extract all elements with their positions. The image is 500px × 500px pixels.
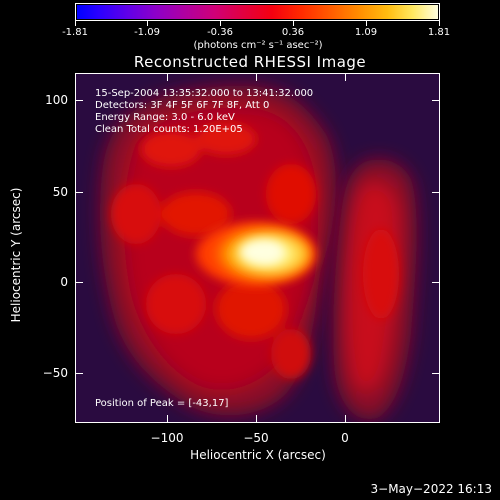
- colorbar-tick-label: 1.09: [354, 27, 378, 38]
- render-timestamp: 3−May−2022 16:13: [370, 482, 493, 496]
- emission-bright-patches: [111, 123, 399, 379]
- colorbar-gradient: [77, 5, 438, 19]
- peak-core: [240, 240, 284, 264]
- y-major-tick: [75, 100, 83, 101]
- x-major-tick: [167, 415, 168, 423]
- colorbar-units: (photons cm⁻² s⁻¹ asec⁻²): [193, 40, 323, 51]
- y-axis-label: Heliocentric Y (arcsec): [9, 187, 23, 323]
- x-major-tick: [345, 415, 346, 423]
- y-major-tick: [432, 100, 440, 101]
- colorbar-tick-label: -1.81: [62, 27, 88, 38]
- x-tick-label: 0: [341, 431, 349, 445]
- colorbar-tick-label: -1.09: [134, 27, 160, 38]
- info-total-counts: Clean Total counts: 1.20E+05: [95, 124, 243, 135]
- colorbar: [75, 3, 440, 21]
- colorbar-tick: [75, 21, 76, 26]
- info-energy-range: Energy Range: 3.0 - 6.0 keV: [95, 112, 235, 123]
- x-major-tick: [167, 73, 168, 81]
- y-major-tick: [75, 373, 83, 374]
- y-major-tick: [75, 192, 83, 193]
- colorbar-tick: [366, 21, 367, 26]
- y-major-tick: [432, 282, 440, 283]
- colorbar-tick-label: -0.36: [207, 27, 233, 38]
- y-major-tick: [432, 192, 440, 193]
- x-tick-label: −100: [150, 431, 184, 445]
- y-major-tick: [75, 282, 83, 283]
- x-tick-label: −50: [243, 431, 269, 445]
- y-tick-label: 0: [60, 275, 68, 289]
- info-detectors: Detectors: 3F 4F 5F 6F 7F 8F, Att 0: [95, 100, 270, 111]
- colorbar-tick-label: 0.36: [281, 27, 305, 38]
- colorbar-tick: [293, 21, 294, 26]
- x-axis-label: Heliocentric X (arcsec): [190, 448, 326, 462]
- image-plot-area: [75, 73, 440, 423]
- colorbar-tick: [439, 21, 440, 26]
- peak-position-text: Position of Peak = [-43,17]: [95, 398, 229, 409]
- x-major-tick: [345, 73, 346, 81]
- rhessi-heat-image: [76, 74, 439, 422]
- colorbar-tick: [147, 21, 148, 26]
- x-major-tick: [256, 73, 257, 81]
- y-major-tick: [432, 373, 440, 374]
- y-tick-label: −50: [42, 366, 68, 380]
- info-time-range: 15-Sep-2004 13:35:32.000 to 13:41:32.000: [95, 88, 314, 99]
- plot-title: Reconstructed RHESSI Image: [133, 53, 367, 71]
- colorbar-tick: [220, 21, 221, 26]
- y-tick-label: 50: [52, 185, 68, 199]
- colorbar-tick-label: 1.81: [427, 27, 451, 38]
- y-tick-label: 100: [45, 93, 68, 107]
- x-major-tick: [256, 415, 257, 423]
